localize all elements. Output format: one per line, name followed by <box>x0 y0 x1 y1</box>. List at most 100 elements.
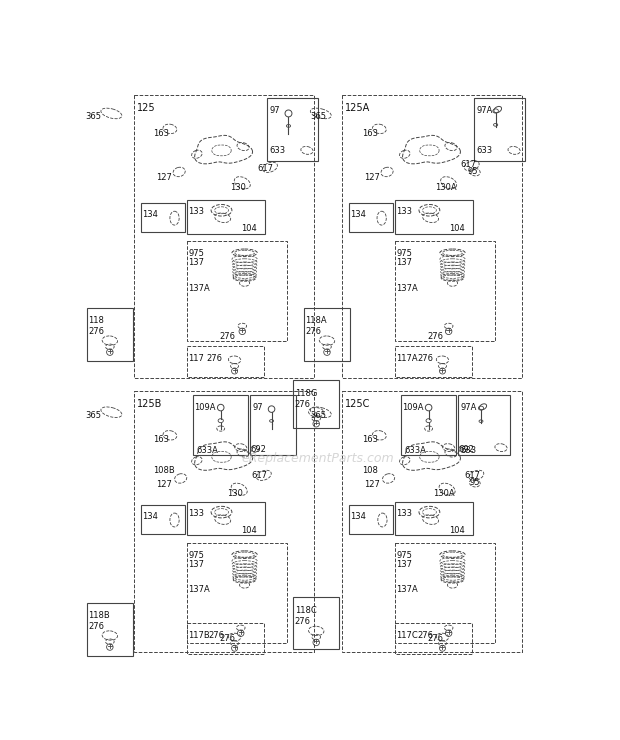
Bar <box>135 95 314 378</box>
Text: 365: 365 <box>85 112 101 121</box>
Bar <box>187 241 287 341</box>
Text: 276: 276 <box>418 631 434 640</box>
Bar <box>395 346 472 377</box>
Bar <box>141 203 185 232</box>
Text: 163: 163 <box>363 129 378 138</box>
Text: 97: 97 <box>252 403 263 412</box>
Text: 137A: 137A <box>188 585 210 594</box>
Text: 109A: 109A <box>195 403 216 412</box>
Bar <box>87 603 133 656</box>
Bar <box>187 346 264 377</box>
Text: 365: 365 <box>85 411 101 420</box>
Text: 134: 134 <box>350 210 366 220</box>
Text: 137: 137 <box>396 258 412 267</box>
Text: 97A: 97A <box>460 403 477 412</box>
Text: 133: 133 <box>396 509 412 518</box>
Bar <box>293 597 339 650</box>
Bar <box>348 505 393 534</box>
Text: 104: 104 <box>241 224 257 233</box>
Bar <box>458 395 510 455</box>
Text: 633: 633 <box>460 446 476 455</box>
Text: 130: 130 <box>230 183 246 192</box>
Text: 633A: 633A <box>404 446 426 455</box>
Text: 137A: 137A <box>396 585 418 594</box>
Text: 104: 104 <box>449 224 464 233</box>
Text: 133: 133 <box>396 207 412 216</box>
Text: 125B: 125B <box>137 399 162 409</box>
Text: 133: 133 <box>188 509 205 518</box>
Bar <box>395 543 495 643</box>
Bar <box>293 380 339 428</box>
Text: 118C: 118C <box>294 606 316 615</box>
Text: 975: 975 <box>188 551 204 559</box>
Text: 117C: 117C <box>396 631 418 640</box>
Text: 125A: 125A <box>345 103 370 112</box>
Text: 118G: 118G <box>294 389 317 398</box>
Text: 130A: 130A <box>433 489 455 498</box>
Text: 276: 276 <box>88 622 104 630</box>
Bar <box>395 241 495 341</box>
Text: 134: 134 <box>142 210 158 220</box>
Text: 130: 130 <box>227 489 243 498</box>
Text: 127: 127 <box>156 480 172 489</box>
Text: 137: 137 <box>188 258 205 267</box>
Text: 633: 633 <box>476 146 492 155</box>
Bar <box>395 502 473 536</box>
Text: 137: 137 <box>188 560 205 569</box>
Text: eReplacementParts.com: eReplacementParts.com <box>241 452 394 465</box>
Text: 117B: 117B <box>188 631 210 640</box>
Text: 134: 134 <box>142 512 158 521</box>
Text: 118: 118 <box>88 316 104 325</box>
Bar <box>141 505 185 534</box>
Text: 276: 276 <box>219 634 235 643</box>
Bar <box>395 623 472 654</box>
Text: 108: 108 <box>363 466 378 475</box>
Bar <box>348 203 393 232</box>
Text: 276: 276 <box>294 400 311 409</box>
Bar <box>187 200 265 234</box>
Text: 276: 276 <box>208 631 224 640</box>
Text: 276: 276 <box>294 617 311 626</box>
Text: 163: 163 <box>153 435 169 444</box>
Text: 104: 104 <box>241 526 257 535</box>
Text: 276: 276 <box>418 354 434 363</box>
Text: 134: 134 <box>350 512 366 521</box>
Text: 137A: 137A <box>396 283 418 292</box>
Text: 95: 95 <box>468 167 479 176</box>
Text: 276: 276 <box>88 327 104 336</box>
Text: 117A: 117A <box>396 354 418 363</box>
Text: 276: 276 <box>306 327 321 336</box>
Text: 118A: 118A <box>306 316 327 325</box>
Text: 692: 692 <box>458 445 474 454</box>
Text: 108B: 108B <box>153 466 175 475</box>
Text: 975: 975 <box>188 249 204 258</box>
Text: 137: 137 <box>396 560 412 569</box>
Text: 163: 163 <box>363 435 378 444</box>
Text: 118B: 118B <box>88 610 110 620</box>
Text: 95: 95 <box>469 479 480 488</box>
Text: 617: 617 <box>252 471 267 480</box>
Text: 692: 692 <box>250 445 266 454</box>
Bar <box>187 623 264 654</box>
Text: 127: 127 <box>364 480 380 489</box>
Text: 130A: 130A <box>435 183 456 192</box>
Text: 617: 617 <box>460 160 476 169</box>
Bar <box>395 200 473 234</box>
Text: 633: 633 <box>269 146 285 155</box>
Text: 365: 365 <box>310 411 326 420</box>
Text: 365: 365 <box>310 112 326 121</box>
Bar <box>187 543 287 643</box>
Text: 104: 104 <box>449 526 464 535</box>
Text: 127: 127 <box>364 173 380 183</box>
Text: 163: 163 <box>153 129 169 138</box>
Text: 117: 117 <box>188 354 204 363</box>
Text: 125: 125 <box>137 103 156 112</box>
Text: 97A: 97A <box>476 106 493 115</box>
Bar <box>87 309 133 360</box>
Text: 137A: 137A <box>188 283 210 292</box>
Bar <box>193 395 249 455</box>
Bar <box>401 395 456 455</box>
Bar <box>342 95 522 378</box>
Text: 109A: 109A <box>402 403 424 412</box>
Bar <box>250 395 296 455</box>
